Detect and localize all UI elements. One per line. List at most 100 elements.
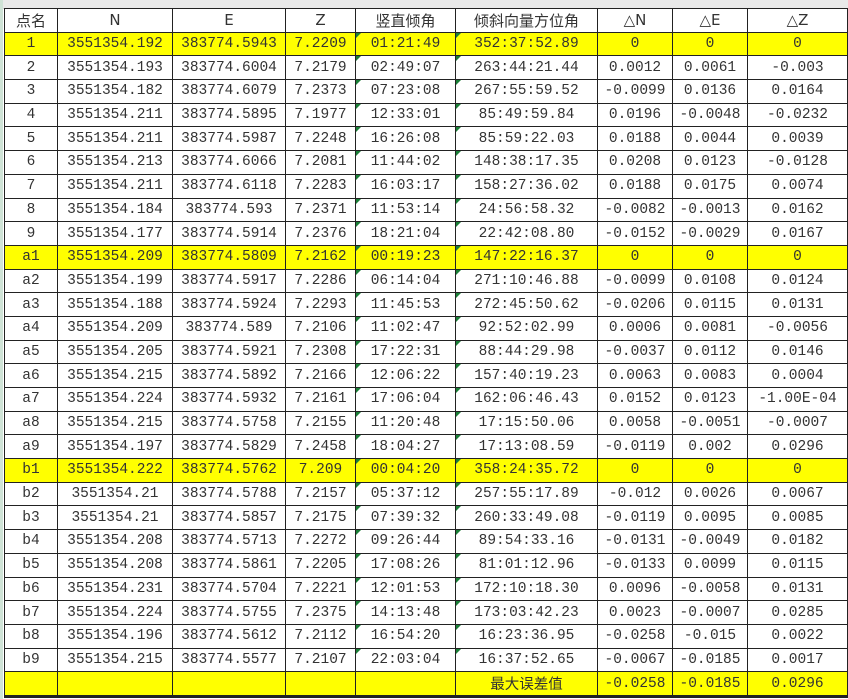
cell-e-coord[interactable]: 383774.5861 — [172, 552, 286, 578]
cell-point-name[interactable]: 9 — [4, 221, 58, 246]
cell-delta-e[interactable]: 0.0061 — [672, 55, 748, 81]
cell-delta-n[interactable]: 0.0188 — [597, 173, 673, 199]
cell-point-name[interactable]: a9 — [4, 434, 58, 460]
cell-delta-n[interactable]: -0.0067 — [597, 647, 673, 673]
cell-n-coord[interactable]: 3551354.188 — [57, 292, 173, 317]
cell-delta-z[interactable]: 0.0296 — [747, 434, 848, 460]
cell-delta-z[interactable]: 0.0017 — [747, 647, 848, 673]
cell-tilt-azimuth[interactable]: 85:49:59.84 — [455, 102, 598, 128]
empty-cell[interactable] — [172, 671, 286, 698]
cell-n-coord[interactable]: 3551354.182 — [57, 79, 173, 104]
cell-delta-e[interactable]: -0.0013 — [672, 197, 748, 223]
cell-point-name[interactable]: 4 — [4, 102, 58, 128]
cell-tilt-azimuth[interactable]: 172:10:18.30 — [455, 576, 598, 602]
cell-z-coord[interactable]: 7.2081 — [285, 150, 356, 175]
cell-z-coord[interactable]: 7.2107 — [285, 647, 356, 673]
cell-delta-e[interactable]: 0.0099 — [672, 552, 748, 578]
cell-e-coord[interactable]: 383774.5857 — [172, 505, 286, 531]
cell-point-name[interactable]: 3 — [4, 79, 58, 104]
cell-e-coord[interactable]: 383774.5892 — [172, 363, 286, 388]
cell-n-coord[interactable]: 3551354.196 — [57, 623, 173, 649]
cell-point-name[interactable]: a1 — [4, 244, 58, 270]
cell-e-coord[interactable]: 383774.5612 — [172, 623, 286, 649]
cell-point-name[interactable]: 2 — [4, 55, 58, 81]
cell-n-coord[interactable]: 3551354.211 — [57, 126, 173, 152]
cell-n-coord[interactable]: 3551354.197 — [57, 434, 173, 460]
cell-z-coord[interactable]: 7.2161 — [285, 387, 356, 412]
cell-delta-z[interactable]: 0.0285 — [747, 600, 848, 625]
cell-tilt-azimuth[interactable]: 148:38:17.35 — [455, 150, 598, 175]
cell-delta-z[interactable]: -0.003 — [747, 55, 848, 81]
cell-vertical-tilt[interactable]: 00:19:23 — [355, 244, 456, 270]
cell-n-coord[interactable]: 3551354.209 — [57, 244, 173, 270]
cell-delta-n[interactable]: -0.0258 — [597, 623, 673, 649]
cell-n-coord[interactable]: 3551354.224 — [57, 387, 173, 412]
cell-e-coord[interactable]: 383774.5924 — [172, 292, 286, 317]
cell-tilt-azimuth[interactable]: 272:45:50.62 — [455, 292, 598, 317]
cell-e-coord[interactable]: 383774.6066 — [172, 150, 286, 175]
cell-delta-e[interactable]: 0.0115 — [672, 292, 748, 317]
cell-delta-z[interactable]: -1.00E-04 — [747, 387, 848, 412]
cell-n-coord[interactable]: 3551354.184 — [57, 197, 173, 223]
cell-n-coord[interactable]: 3551354.209 — [57, 315, 173, 341]
cell-point-name[interactable]: a8 — [4, 410, 58, 436]
cell-n-coord[interactable]: 3551354.192 — [57, 31, 173, 57]
cell-tilt-azimuth[interactable]: 89:54:33.16 — [455, 529, 598, 554]
cell-delta-n[interactable]: 0.0208 — [597, 150, 673, 175]
cell-vertical-tilt[interactable]: 17:08:26 — [355, 552, 456, 578]
cell-delta-n[interactable]: -0.0119 — [597, 434, 673, 460]
cell-z-coord[interactable]: 7.2205 — [285, 552, 356, 578]
cell-z-coord[interactable]: 7.2375 — [285, 600, 356, 625]
cell-vertical-tilt[interactable]: 12:01:53 — [355, 576, 456, 602]
cell-delta-e[interactable]: -0.0051 — [672, 410, 748, 436]
cell-delta-e[interactable]: 0.0175 — [672, 173, 748, 199]
cell-point-name[interactable]: a3 — [4, 292, 58, 317]
cell-n-coord[interactable]: 3551354.199 — [57, 268, 173, 294]
cell-delta-z[interactable]: 0.0004 — [747, 363, 848, 388]
cell-tilt-azimuth[interactable]: 358:24:35.72 — [455, 458, 598, 483]
cell-vertical-tilt[interactable]: 22:03:04 — [355, 647, 456, 673]
cell-vertical-tilt[interactable]: 01:21:49 — [355, 31, 456, 57]
header-vertical-tilt[interactable]: 竖直倾角 — [355, 8, 456, 33]
cell-delta-e[interactable]: -0.0048 — [672, 102, 748, 128]
cell-delta-z[interactable]: -0.0056 — [747, 315, 848, 341]
cell-vertical-tilt[interactable]: 16:54:20 — [355, 623, 456, 649]
cell-z-coord[interactable]: 7.2371 — [285, 197, 356, 223]
cell-e-coord[interactable]: 383774.5921 — [172, 339, 286, 365]
cell-e-coord[interactable]: 383774.6079 — [172, 79, 286, 104]
empty-cell[interactable] — [285, 671, 356, 698]
cell-n-coord[interactable]: 3551354.177 — [57, 221, 173, 246]
cell-tilt-azimuth[interactable]: 267:55:59.52 — [455, 79, 598, 104]
cell-z-coord[interactable]: 7.209 — [285, 458, 356, 483]
cell-delta-e[interactable]: 0.0081 — [672, 315, 748, 341]
cell-point-name[interactable]: a5 — [4, 339, 58, 365]
cell-delta-z[interactable]: 0.0131 — [747, 576, 848, 602]
cell-delta-n[interactable]: 0.0058 — [597, 410, 673, 436]
max-delta-z[interactable]: 0.0296 — [747, 671, 848, 698]
cell-delta-e[interactable]: 0.0095 — [672, 505, 748, 531]
cell-tilt-azimuth[interactable]: 16:23:36.95 — [455, 623, 598, 649]
cell-e-coord[interactable]: 383774.5577 — [172, 647, 286, 673]
cell-z-coord[interactable]: 7.2157 — [285, 481, 356, 507]
cell-delta-e[interactable]: -0.0029 — [672, 221, 748, 246]
cell-n-coord[interactable]: 3551354.21 — [57, 505, 173, 531]
cell-delta-z[interactable]: 0.0067 — [747, 481, 848, 507]
cell-e-coord[interactable]: 383774.5755 — [172, 600, 286, 625]
cell-point-name[interactable]: b8 — [4, 623, 58, 649]
cell-delta-e[interactable]: -0.0049 — [672, 529, 748, 554]
cell-vertical-tilt[interactable]: 09:26:44 — [355, 529, 456, 554]
header-e-coord[interactable]: E — [172, 8, 286, 33]
cell-delta-e[interactable]: 0.0136 — [672, 79, 748, 104]
cell-n-coord[interactable]: 3551354.215 — [57, 363, 173, 388]
cell-point-name[interactable]: b6 — [4, 576, 58, 602]
cell-z-coord[interactable]: 7.1977 — [285, 102, 356, 128]
cell-n-coord[interactable]: 3551354.211 — [57, 173, 173, 199]
cell-vertical-tilt[interactable]: 07:23:08 — [355, 79, 456, 104]
cell-tilt-azimuth[interactable]: 16:37:52.65 — [455, 647, 598, 673]
cell-tilt-azimuth[interactable]: 257:55:17.89 — [455, 481, 598, 507]
empty-cell[interactable] — [355, 671, 456, 698]
header-tilt-azimuth[interactable]: 倾斜向量方位角 — [455, 8, 598, 33]
cell-tilt-azimuth[interactable]: 17:15:50.06 — [455, 410, 598, 436]
cell-vertical-tilt[interactable]: 16:26:08 — [355, 126, 456, 152]
cell-z-coord[interactable]: 7.2286 — [285, 268, 356, 294]
